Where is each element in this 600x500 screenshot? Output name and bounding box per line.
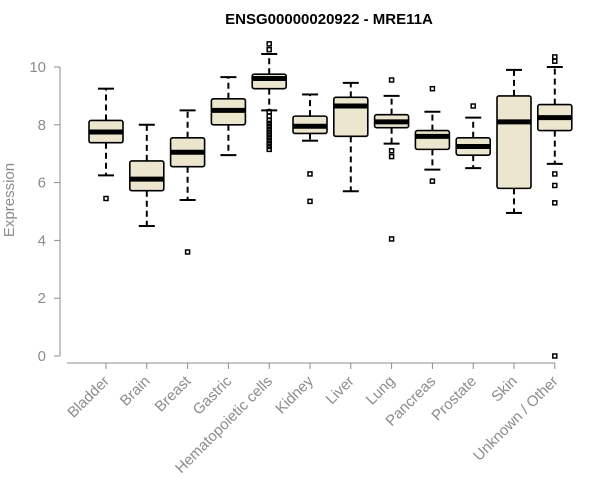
x-tick-label: Prostate xyxy=(428,373,480,425)
chart-title: ENSG00000020922 - MRE11A xyxy=(225,11,433,28)
box-group xyxy=(210,76,247,157)
box-group xyxy=(251,41,287,153)
box-group xyxy=(292,93,328,205)
box-group xyxy=(536,54,573,359)
outlier-point xyxy=(266,143,272,150)
box-group xyxy=(414,85,451,184)
outlier-point xyxy=(552,171,558,177)
outlier-point xyxy=(552,182,558,189)
box xyxy=(332,96,369,138)
x-tick-label: Bladder xyxy=(64,373,113,422)
x-tick-label: Lung xyxy=(363,373,399,409)
box-group xyxy=(332,81,369,193)
x-tick-label: Kidney xyxy=(272,372,317,417)
outlier-point xyxy=(266,113,272,119)
outlier-point xyxy=(388,153,395,160)
outlier-point xyxy=(103,195,109,202)
outlier-point xyxy=(552,200,558,206)
box-group xyxy=(169,109,206,255)
x-tick-label: Brain xyxy=(117,373,154,410)
box xyxy=(496,95,532,190)
outlier-point xyxy=(266,129,272,135)
outlier-point xyxy=(429,178,436,184)
outlier-point xyxy=(266,109,272,115)
box-group xyxy=(373,77,410,242)
outlier-point xyxy=(266,126,272,132)
outlier-point xyxy=(552,353,558,359)
outlier-point xyxy=(266,132,272,138)
outlier-point xyxy=(307,171,313,177)
outlier-point xyxy=(266,46,272,53)
y-tick-label: 2 xyxy=(38,290,46,307)
outlier-point xyxy=(388,236,395,242)
outlier-point xyxy=(266,123,272,129)
y-axis-ticks: 0 2 4 6 8 10 xyxy=(29,59,60,365)
y-tick-label: 4 xyxy=(38,232,46,249)
outlier-point xyxy=(266,120,272,127)
outlier-point xyxy=(266,137,272,144)
outlier-point xyxy=(388,77,395,83)
x-tick-label: Breast xyxy=(152,372,195,415)
box-group xyxy=(455,103,492,170)
y-axis-label: Expression xyxy=(1,163,18,237)
x-tick-label: Skin xyxy=(488,373,521,406)
y-tick-label: 6 xyxy=(38,175,46,192)
outlier-point xyxy=(266,146,272,153)
y-tick-label: 8 xyxy=(38,117,46,134)
outlier-point xyxy=(429,85,436,92)
outlier-point xyxy=(552,54,558,60)
outlier-point xyxy=(307,198,313,205)
y-tick-label: 0 xyxy=(38,348,46,365)
outlier-point xyxy=(266,41,272,47)
box-group xyxy=(129,123,165,227)
outlier-point xyxy=(266,117,272,124)
box-group xyxy=(88,87,124,202)
outlier-point xyxy=(266,140,272,147)
box-series xyxy=(88,41,573,359)
y-tick-label: 10 xyxy=(29,59,46,76)
box xyxy=(129,160,165,192)
outlier-point xyxy=(552,58,558,64)
outlier-point xyxy=(266,135,272,141)
outlier-point xyxy=(470,103,476,109)
outlier-point xyxy=(388,148,395,154)
x-tick-label: Liver xyxy=(323,373,358,408)
outlier-point xyxy=(184,249,191,255)
box-group xyxy=(496,68,532,214)
box xyxy=(414,129,451,151)
